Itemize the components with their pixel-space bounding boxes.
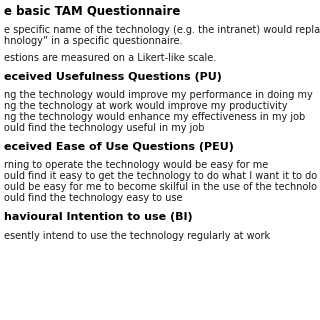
Text: ng the technology would improve my performance in doing my: ng the technology would improve my perfo… [4, 90, 313, 100]
Text: e basic TAM Questionnaire: e basic TAM Questionnaire [4, 5, 180, 18]
Text: eceived Usefulness Questions (PU): eceived Usefulness Questions (PU) [4, 72, 222, 82]
Text: havioural Intention to use (BI): havioural Intention to use (BI) [4, 212, 192, 222]
Text: ould find the technology useful in my job: ould find the technology useful in my jo… [4, 123, 204, 133]
Text: ng the technology at work would improve my productivity: ng the technology at work would improve … [4, 101, 287, 111]
Text: rning to operate the technology would be easy for me: rning to operate the technology would be… [4, 160, 268, 170]
Text: ould find it easy to get the technology to do what I want it to do: ould find it easy to get the technology … [4, 171, 317, 181]
Text: e specific name of the technology (e.g. the intranet) would repla: e specific name of the technology (e.g. … [4, 25, 320, 35]
Text: esently intend to use the technology regularly at work: esently intend to use the technology reg… [4, 231, 270, 241]
Text: eceived Ease of Use Questions (PEU): eceived Ease of Use Questions (PEU) [4, 142, 234, 152]
Text: ng the technology would enhance my effectiveness in my job: ng the technology would enhance my effec… [4, 112, 305, 122]
Text: estions are measured on a Likert-like scale.: estions are measured on a Likert-like sc… [4, 53, 216, 63]
Text: hnology” in a specific questionnaire.: hnology” in a specific questionnaire. [4, 36, 182, 46]
Text: ould find the technology easy to use: ould find the technology easy to use [4, 193, 182, 203]
Text: ould be easy for me to become skilful in the use of the technolo: ould be easy for me to become skilful in… [4, 182, 317, 192]
